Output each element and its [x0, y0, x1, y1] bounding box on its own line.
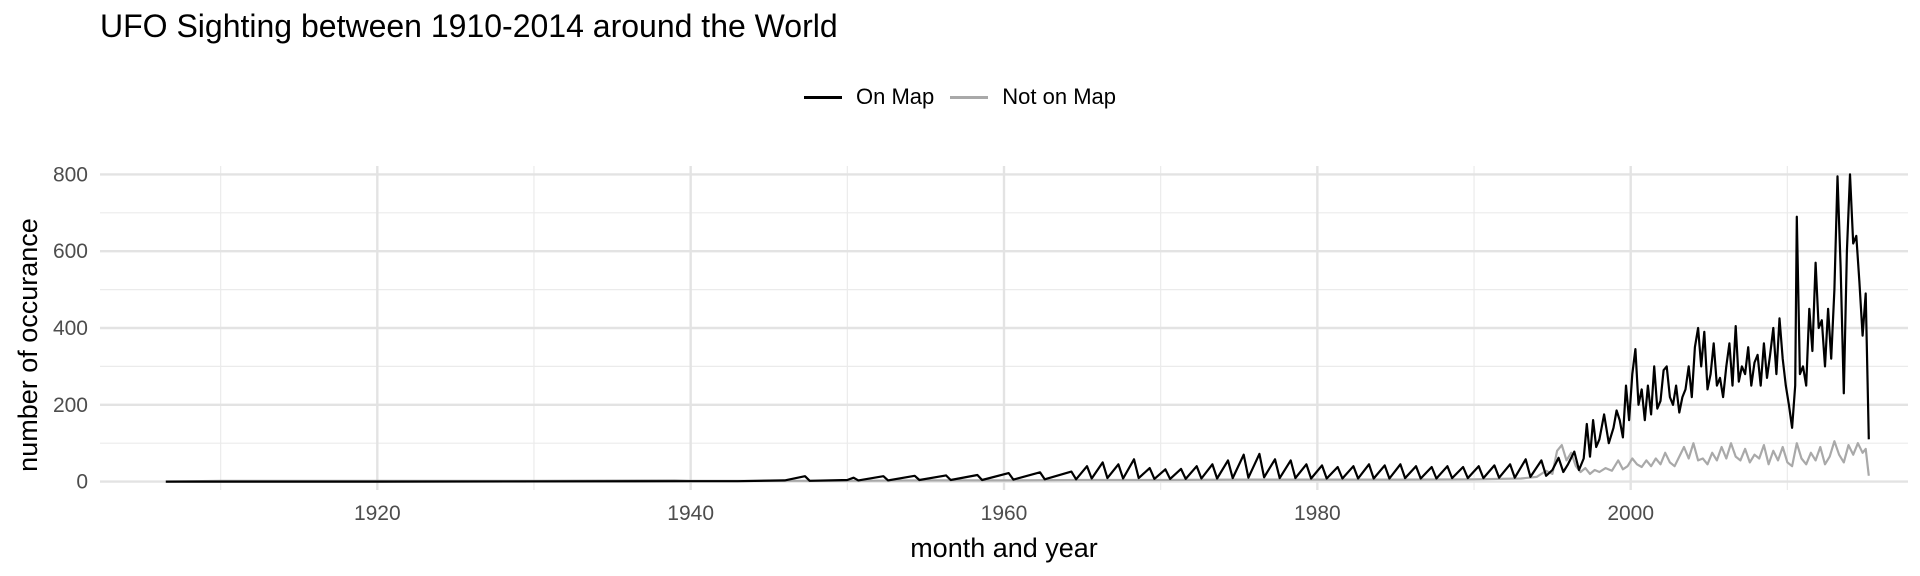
series-layer	[165, 173, 1870, 483]
x-tick-label: 1940	[667, 502, 714, 525]
legend-key-not-on-map	[950, 95, 989, 99]
y-tick-label: 800	[53, 163, 88, 186]
x-tick-label: 1980	[1294, 502, 1341, 525]
x-axis-title: month and year	[910, 533, 1098, 563]
x-tick-label: 1920	[354, 502, 401, 525]
y-axis-title: number of occurance	[13, 218, 43, 472]
legend: On Map Not on Map	[0, 84, 1920, 110]
legend-item-not-on-map: Not on Map	[950, 84, 1116, 110]
y-tick-label: 200	[53, 394, 88, 417]
x-tick-label: 1960	[981, 502, 1028, 525]
y-tick-label: 600	[53, 240, 88, 263]
chart-title: UFO Sighting between 1910-2014 around th…	[100, 8, 838, 44]
y-tick-label: 400	[53, 317, 88, 340]
x-tick-label: 2000	[1607, 502, 1654, 525]
series-line-on-map	[165, 173, 1870, 483]
legend-item-on-map: On Map	[804, 84, 934, 110]
y-tick-label: 0	[76, 471, 88, 494]
legend-label-not-on-map: Not on Map	[1002, 84, 1116, 109]
grid-major	[100, 166, 1908, 490]
x-axis-tick-labels: 1920 1940 1960 1980 2000	[354, 502, 1654, 525]
y-axis-tick-labels: 0 200 400 600 800	[53, 163, 88, 493]
legend-label-on-map: On Map	[856, 84, 935, 109]
series-line-not-on-map	[165, 440, 1870, 483]
legend-key-on-map	[804, 95, 842, 99]
